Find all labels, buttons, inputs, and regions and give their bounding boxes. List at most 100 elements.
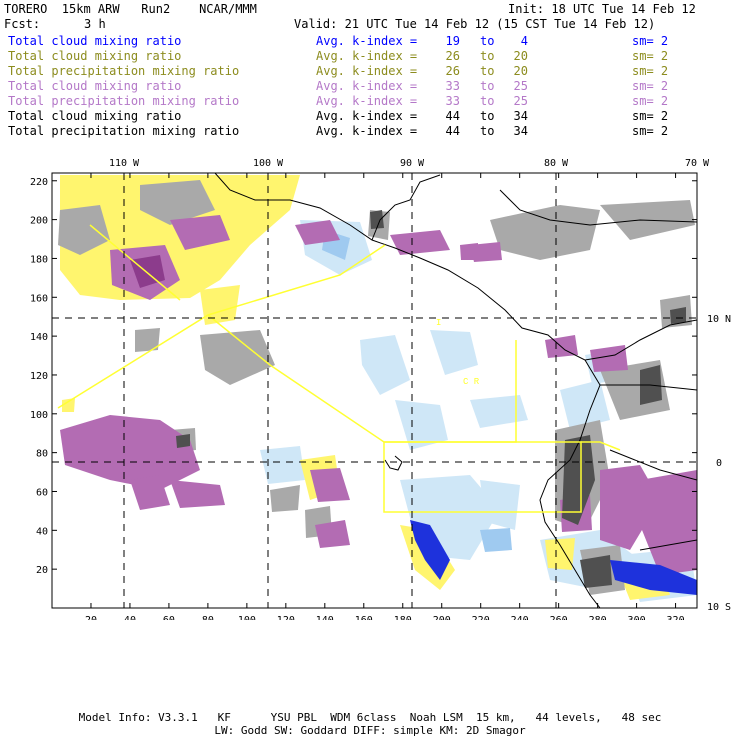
init-time: Init: 18 UTC Tue 14 Feb 12 [508, 2, 696, 16]
avg-label: Avg. k-index = [316, 94, 418, 108]
to-label: to [480, 79, 495, 93]
latitude-labels: 10 N 0 10 S [707, 314, 731, 613]
longitude-label: 110 W [109, 158, 140, 169]
x-tick-label: 240 [511, 615, 529, 620]
smoothing-value: sm= 2 [632, 64, 669, 78]
x-axis-ticks: 20 40 60 80 100 120 140 160 180 200 220 240 260 280 30… [85, 173, 685, 620]
k-index-start: 26 [445, 49, 460, 63]
field-name: Total cloud mixing ratio [8, 49, 182, 63]
y-tick-label: 220 [30, 177, 48, 188]
x-tick-label: 180 [394, 615, 412, 620]
k-index-start: 33 [445, 79, 460, 93]
x-tick-label: 220 [472, 615, 490, 620]
x-tick-label: 80 [202, 615, 214, 620]
avg-label: Avg. k-index = [316, 64, 418, 78]
k-index-end: 25 [513, 79, 528, 93]
k-index-end: 20 [513, 49, 528, 63]
model-info: Model Info: V3.3.1 KF YSU PBL WDM 6class… [78, 711, 662, 724]
x-tick-label: 140 [316, 615, 334, 620]
y-tick-label: 40 [36, 526, 48, 537]
legend-row: Total cloud mixing ratio Avg. k-index = 44… [8, 109, 734, 124]
to-label: to [480, 49, 495, 63]
smoothing-value: sm= 2 [632, 124, 669, 138]
forecast-map: I C R 110 W 100 W 90 W 80 W 70 W 10 N 0 10 S 2… [30, 158, 731, 620]
legend-row: Total precipitation mixing ratio Avg. k-i… [8, 94, 734, 109]
x-tick-label: 120 [277, 615, 295, 620]
grid-lines [52, 173, 697, 608]
x-tick-label: 20 [85, 615, 97, 620]
k-index-start: 44 [445, 124, 460, 138]
forecast-label: Fcst: [4, 17, 41, 31]
longitude-label: 70 W [685, 158, 710, 169]
x-tick-label: 260 [550, 615, 568, 620]
to-label: to [480, 94, 495, 108]
avg-label: Avg. k-index = [316, 79, 418, 93]
coastlines [214, 173, 697, 608]
latitude-label: 10 S [707, 602, 731, 613]
k-index-end: 34 [513, 124, 528, 138]
x-tick-label: 40 [124, 615, 136, 620]
legend-row: Total cloud mixing ratio Avg. k-index = 19… [8, 34, 734, 49]
smoothing-value: sm= 2 [632, 109, 669, 123]
longitude-label: 100 W [253, 158, 284, 169]
k-index-end: 25 [513, 94, 528, 108]
x-tick-label: 200 [433, 615, 451, 620]
y-tick-label: 60 [36, 487, 48, 498]
x-tick-label: 300 [628, 615, 646, 620]
model-title: TORERO 15km ARW Run2 NCAR/MMM [4, 2, 257, 16]
field-name: Total precipitation mixing ratio [8, 124, 240, 138]
k-index-start: 19 [445, 34, 460, 48]
y-tick-label: 160 [30, 293, 48, 304]
to-label: to [480, 34, 495, 48]
field-name: Total precipitation mixing ratio [8, 94, 240, 108]
to-label: to [480, 109, 495, 123]
smoothing-value: sm= 2 [632, 49, 669, 63]
field-name: Total cloud mixing ratio [8, 34, 182, 48]
y-tick-label: 140 [30, 332, 48, 343]
forecast-hour: 3 h [84, 17, 106, 31]
y-axis-ticks: 220 200 180 160 140 120 100 80 60 40 20 [30, 177, 697, 576]
model-physics: LW: Godd SW: Goddard DIFF: simple KM: 2D… [214, 724, 526, 737]
latitude-label: 0 [716, 458, 722, 469]
latitude-label: 10 N [707, 314, 731, 325]
y-tick-label: 120 [30, 371, 48, 382]
x-tick-label: 100 [238, 615, 256, 620]
k-index-end: 34 [513, 109, 528, 123]
y-tick-label: 80 [36, 449, 48, 460]
legend-row: Total precipitation mixing ratio Avg. k-i… [8, 124, 734, 139]
plot-frame [51, 172, 698, 609]
x-tick-label: 160 [355, 615, 373, 620]
legend-row: Total cloud mixing ratio Avg. k-index = 33… [8, 79, 734, 94]
y-tick-label: 180 [30, 254, 48, 265]
field-name: Total cloud mixing ratio [8, 79, 182, 93]
k-index-end: 4 [520, 34, 528, 48]
domain-boxes [57, 224, 621, 513]
x-tick-label: 60 [163, 615, 175, 620]
legend-row: Total cloud mixing ratio Avg. k-index = 26… [8, 49, 734, 64]
smoothing-value: sm= 2 [632, 94, 669, 108]
box-label-2: C R [463, 377, 480, 387]
longitude-label: 80 W [544, 158, 569, 169]
smoothing-value: sm= 2 [632, 79, 669, 93]
valid-time: Valid: 21 UTC Tue 14 Feb 12 (15 CST Tue … [294, 17, 656, 31]
y-tick-label: 200 [30, 216, 48, 227]
k-index-start: 26 [445, 64, 460, 78]
field-name: Total cloud mixing ratio [8, 109, 182, 123]
box-label-1: I [436, 318, 441, 328]
k-index-start: 44 [445, 109, 460, 123]
avg-label: Avg. k-index = [316, 109, 418, 123]
longitude-labels: 110 W 100 W 90 W 80 W 70 W [109, 158, 710, 169]
field-name: Total precipitation mixing ratio [8, 64, 240, 78]
to-label: to [480, 64, 495, 78]
x-tick-label: 320 [667, 615, 685, 620]
blue-cloud-core [410, 520, 697, 595]
legend-row: Total precipitation mixing ratio Avg. k-i… [8, 64, 734, 79]
x-tick-label: 280 [589, 615, 607, 620]
smoothing-value: sm= 2 [632, 34, 669, 48]
avg-label: Avg. k-index = [316, 34, 418, 48]
avg-label: Avg. k-index = [316, 49, 418, 63]
k-index-end: 20 [513, 64, 528, 78]
longitude-label: 90 W [400, 158, 425, 169]
k-index-start: 33 [445, 94, 460, 108]
y-tick-label: 100 [30, 410, 48, 421]
